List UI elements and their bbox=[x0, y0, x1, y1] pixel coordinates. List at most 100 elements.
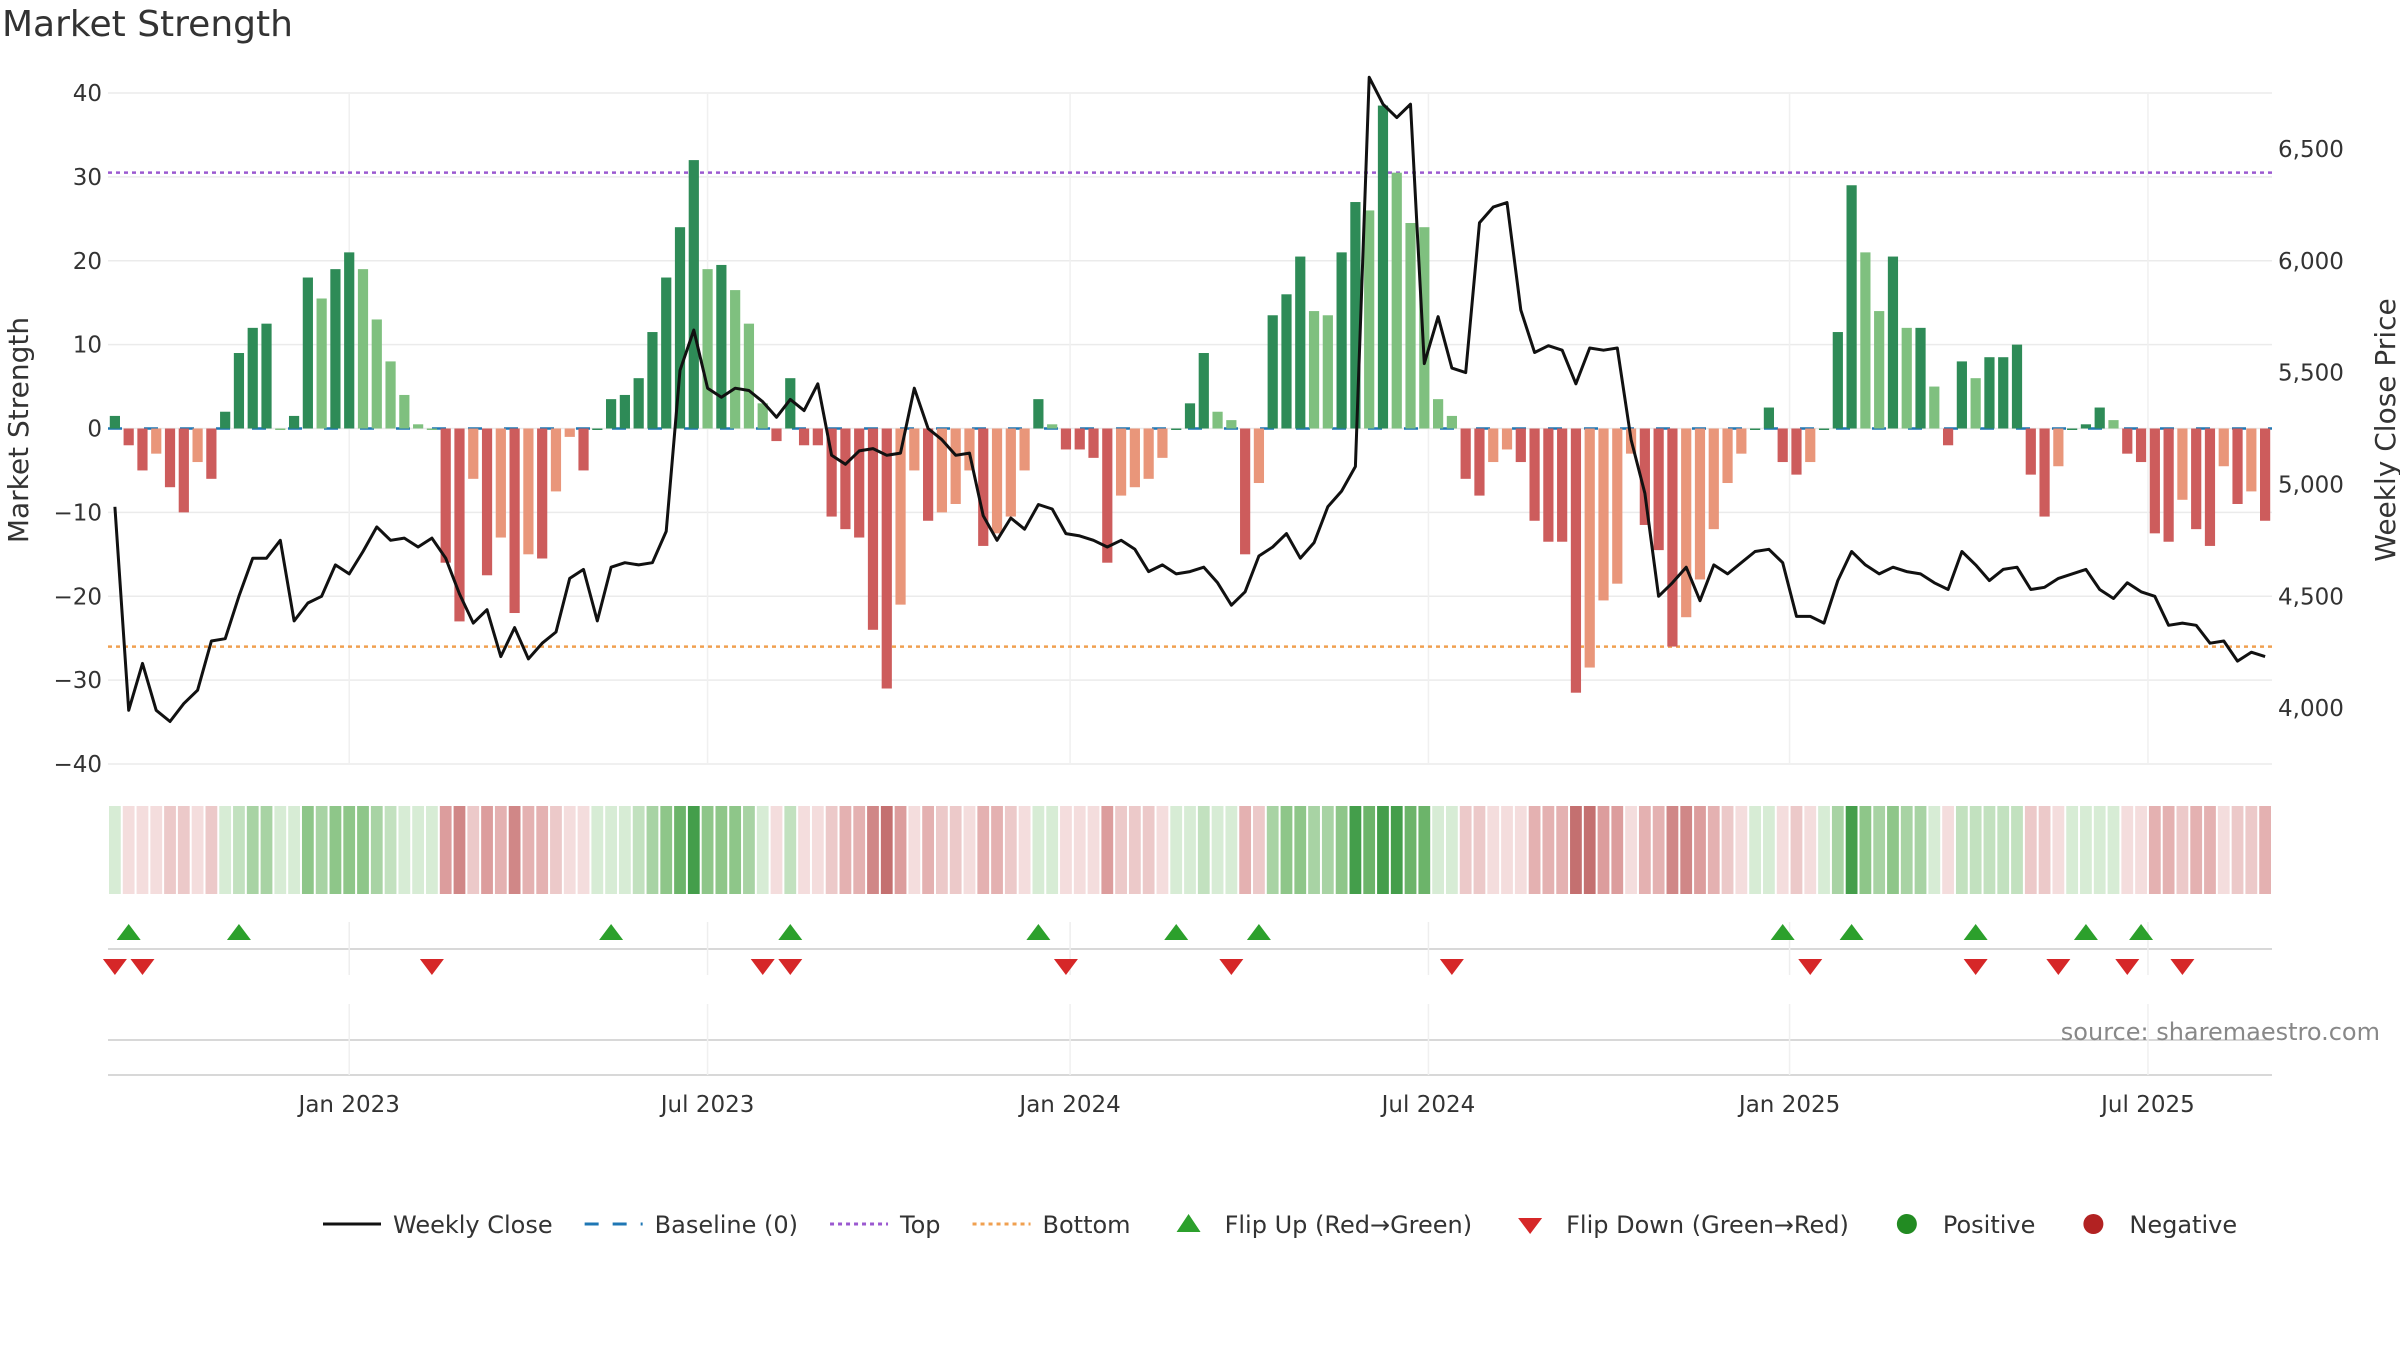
band-cell bbox=[1321, 806, 1334, 894]
band-cell bbox=[1335, 806, 1348, 894]
strength-bar-negative bbox=[2149, 428, 2160, 534]
strength-bar-negative bbox=[1102, 428, 1113, 563]
band-cell bbox=[1556, 806, 1569, 894]
strength-bar-positive bbox=[2108, 420, 2119, 429]
strength-bar-positive bbox=[1281, 294, 1292, 429]
flip-down-marker bbox=[1219, 959, 1244, 975]
strength-bars bbox=[109, 105, 2271, 693]
flip-up-marker bbox=[2129, 924, 2154, 940]
strength-bar-positive bbox=[1901, 327, 1912, 429]
strength-bar-positive bbox=[1984, 357, 1995, 429]
strength-bar-positive bbox=[1212, 411, 1223, 429]
band-cell bbox=[1294, 806, 1307, 894]
band-cell bbox=[1377, 806, 1389, 894]
strength-bar-negative bbox=[854, 428, 865, 538]
strength-bar-positive bbox=[674, 227, 686, 429]
band-cell bbox=[481, 806, 493, 894]
band-cell bbox=[1900, 806, 1913, 894]
band-cell bbox=[1142, 806, 1155, 894]
band-cell bbox=[894, 806, 907, 894]
strength-bar-positive bbox=[730, 290, 741, 429]
band-cell bbox=[467, 806, 480, 894]
band-cell bbox=[384, 806, 397, 894]
right-tick-label: 5,000 bbox=[2278, 472, 2344, 498]
weekly-close-line bbox=[113, 75, 2266, 723]
band-cell bbox=[646, 806, 659, 894]
band-cell bbox=[784, 806, 797, 894]
strength-bar-negative bbox=[936, 428, 947, 513]
band-cell bbox=[1831, 806, 1844, 894]
band-cell bbox=[1776, 806, 1789, 894]
band-cell bbox=[1514, 806, 1527, 894]
strength-bar-positive bbox=[413, 424, 424, 429]
band-cell bbox=[1955, 806, 1968, 894]
band-cell bbox=[729, 806, 742, 894]
band-cell bbox=[1266, 806, 1279, 894]
band-cell bbox=[1115, 806, 1127, 894]
band-cell bbox=[536, 806, 549, 894]
flip-up-marker bbox=[1164, 924, 1189, 940]
band-cell bbox=[1459, 806, 1472, 894]
strength-bar-positive bbox=[702, 269, 713, 429]
strength-bar-positive bbox=[344, 252, 355, 429]
legend-swatch-flip-down bbox=[1518, 1218, 1543, 1234]
band-cell bbox=[260, 806, 273, 894]
band-cell bbox=[1390, 806, 1403, 894]
band-cell bbox=[2176, 806, 2189, 894]
band-cell bbox=[2038, 806, 2051, 894]
strength-bar-positive bbox=[2080, 424, 2092, 429]
band-cell bbox=[1928, 806, 1941, 894]
strength-bar-negative bbox=[1805, 428, 1816, 463]
left-tick-label: −10 bbox=[53, 500, 102, 526]
strength-bar-positive bbox=[1956, 361, 1967, 429]
flip-up-marker bbox=[1963, 924, 1988, 940]
band-cell bbox=[2204, 806, 2216, 894]
strength-bar-positive bbox=[371, 319, 382, 429]
band-cell bbox=[770, 806, 783, 894]
strength-bar-positive bbox=[661, 277, 672, 429]
strength-bar-positive bbox=[1970, 378, 1981, 429]
strength-bar-negative bbox=[2122, 428, 2133, 454]
flip-down-marker bbox=[1963, 959, 1988, 975]
strength-bar-positive bbox=[302, 277, 313, 429]
band-cell bbox=[1528, 806, 1541, 894]
band-cell bbox=[1501, 806, 1513, 894]
band-cell bbox=[1073, 806, 1086, 894]
band-cell bbox=[1721, 806, 1734, 894]
strength-bar-negative bbox=[1543, 428, 1554, 542]
strength-bar-positive bbox=[1887, 256, 1899, 429]
strength-bar-positive bbox=[1405, 223, 1416, 429]
band-cell bbox=[1749, 806, 1762, 894]
strength-bar-positive bbox=[633, 378, 644, 429]
band-cell bbox=[1983, 806, 1996, 894]
legend-label: Weekly Close bbox=[393, 1211, 553, 1239]
band-cell bbox=[880, 806, 893, 894]
strength-bar-negative bbox=[206, 428, 217, 479]
flip-down-marker bbox=[130, 959, 155, 975]
strength-bar-negative bbox=[1722, 428, 1733, 484]
strength-bar-negative bbox=[537, 428, 548, 559]
left-tick-label: −20 bbox=[53, 584, 102, 610]
strength-bar-negative bbox=[1791, 428, 1802, 475]
strength-bar-negative bbox=[840, 428, 851, 530]
band-cell bbox=[1280, 806, 1293, 894]
strength-bar-positive bbox=[1929, 386, 1940, 429]
band-cell bbox=[1170, 806, 1183, 894]
strength-bar-positive bbox=[619, 394, 630, 429]
band-cell bbox=[508, 806, 521, 894]
band-cell bbox=[453, 806, 466, 894]
band-cell bbox=[1818, 806, 1830, 894]
strength-bar-negative bbox=[2163, 428, 2174, 542]
left-tick-label: 30 bbox=[73, 165, 102, 191]
band-cell bbox=[1349, 806, 1362, 894]
right-axis-title: Weekly Close Price bbox=[2369, 298, 2400, 561]
strength-bar-negative bbox=[964, 428, 975, 471]
band-cell bbox=[1542, 806, 1555, 894]
band-cell bbox=[205, 806, 218, 894]
strength-bar-positive bbox=[1998, 357, 2009, 429]
band-cell bbox=[1487, 806, 1500, 894]
flip-up-marker bbox=[2073, 924, 2098, 940]
strength-bar-negative bbox=[812, 428, 823, 446]
band-cell bbox=[1225, 806, 1238, 894]
